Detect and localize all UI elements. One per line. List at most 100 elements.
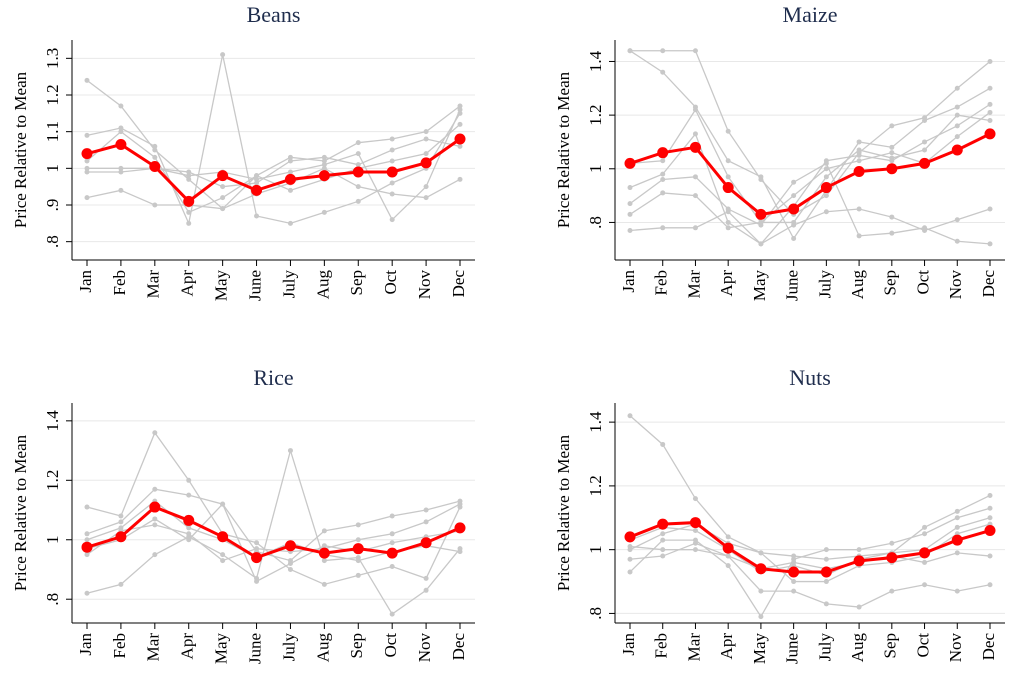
y-axis-label: Price Relative to Mean — [554, 71, 573, 228]
y-tick-label: 1.2 — [586, 475, 605, 496]
x-tick-label: Jan — [76, 633, 95, 656]
data-point — [725, 219, 731, 225]
data-point — [287, 566, 293, 572]
data-point — [823, 166, 829, 172]
data-point — [118, 129, 124, 135]
data-point — [186, 492, 192, 498]
x-tick-label: Sep — [347, 270, 366, 296]
data-point — [254, 540, 260, 546]
x-tick-label: July — [815, 633, 834, 662]
data-point — [84, 537, 90, 543]
data-point — [118, 169, 124, 175]
x-tick-label: Apr — [717, 633, 736, 660]
data-point — [692, 107, 698, 113]
data-point — [987, 492, 993, 498]
data-point — [152, 154, 158, 160]
data-point — [660, 537, 666, 543]
data-point — [287, 448, 293, 454]
y-tick-label: .8 — [586, 216, 605, 229]
x-tick-label: Mar — [684, 633, 703, 662]
y-axis-label: Price Relative to Mean — [11, 434, 30, 591]
data-point — [922, 524, 928, 530]
data-point — [454, 522, 466, 534]
x-tick-label: May — [750, 270, 769, 302]
data-point — [457, 549, 463, 555]
data-point — [820, 182, 832, 194]
data-point — [758, 588, 764, 594]
x-tick-label: Jan — [76, 270, 95, 293]
data-point — [889, 123, 895, 129]
data-point — [922, 117, 928, 123]
x-tick-label: Aug — [848, 270, 867, 300]
series-line — [629, 507, 991, 618]
data-point — [84, 552, 90, 558]
data-point — [457, 107, 463, 113]
data-point — [321, 209, 327, 215]
y-tick-label: 1.2 — [43, 470, 62, 491]
data-point — [287, 158, 293, 164]
data-point — [457, 121, 463, 127]
data-point — [217, 170, 229, 182]
data-point — [321, 154, 327, 160]
data-point — [660, 190, 666, 196]
data-point — [420, 157, 432, 169]
data-point — [186, 176, 192, 182]
data-point — [987, 109, 993, 115]
x-tick-label: Dec — [449, 270, 468, 298]
data-point — [919, 547, 931, 559]
y-tick-label: 1 — [43, 536, 62, 545]
data-point — [627, 185, 633, 191]
data-point — [823, 158, 829, 164]
data-point — [624, 157, 636, 169]
data-point — [725, 174, 731, 180]
data-point — [725, 128, 731, 134]
data-point — [389, 191, 395, 197]
series-line — [629, 103, 991, 245]
data-point — [84, 590, 90, 596]
data-point — [758, 614, 764, 620]
series-line — [86, 167, 461, 210]
data-point — [725, 225, 731, 231]
data-point — [118, 581, 124, 587]
data-point — [692, 540, 698, 546]
data-point — [823, 601, 829, 607]
data-point — [186, 169, 192, 175]
x-tick-label: July — [279, 633, 298, 662]
data-point — [987, 117, 993, 123]
data-point — [627, 48, 633, 54]
data-point — [856, 158, 862, 164]
data-point — [954, 112, 960, 118]
data-point — [355, 198, 361, 204]
data-point — [186, 525, 192, 531]
x-tick-label: Feb — [110, 633, 129, 659]
x-tick-label: July — [279, 270, 298, 299]
x-tick-label: Apr — [178, 270, 197, 297]
data-point — [217, 531, 229, 543]
data-point — [81, 148, 93, 160]
data-point — [220, 501, 226, 507]
data-point — [186, 537, 192, 543]
data-point — [954, 134, 960, 140]
x-tick-label: June — [783, 633, 802, 664]
data-point — [84, 158, 90, 164]
data-point — [321, 543, 327, 549]
data-point — [423, 519, 429, 525]
data-point — [889, 144, 895, 150]
data-point — [758, 219, 764, 225]
data-point — [987, 241, 993, 247]
data-point — [627, 201, 633, 207]
data-point — [758, 174, 764, 180]
data-point — [152, 430, 158, 436]
data-point — [823, 209, 829, 215]
data-point — [791, 588, 797, 594]
data-point — [183, 195, 195, 207]
data-point — [692, 174, 698, 180]
y-tick-label: .8 — [586, 607, 605, 620]
y-tick-label: .9 — [43, 199, 62, 212]
data-point — [423, 184, 429, 190]
data-point — [660, 48, 666, 54]
data-point — [692, 496, 698, 502]
data-point — [657, 147, 669, 159]
x-tick-label: June — [245, 270, 264, 301]
data-point — [853, 165, 865, 177]
